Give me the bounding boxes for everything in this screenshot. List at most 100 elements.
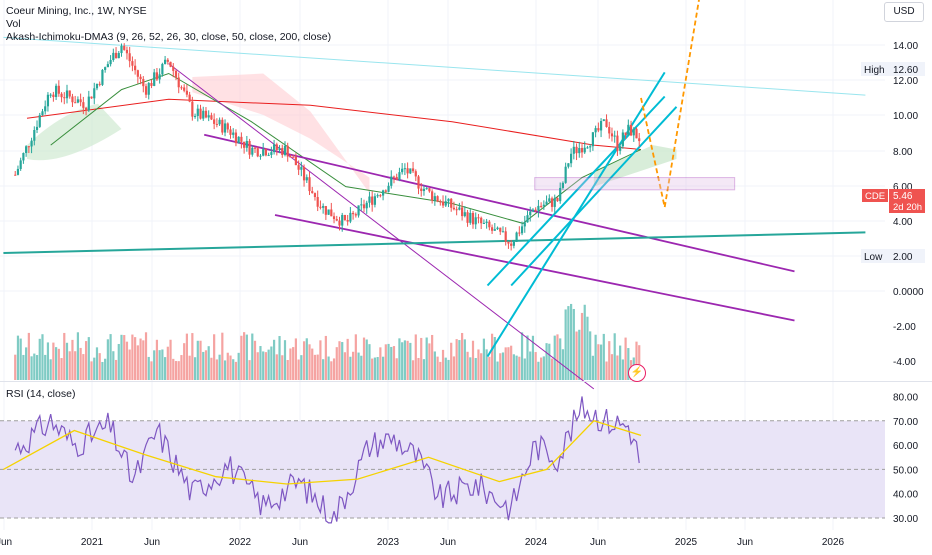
candle-body (74, 102, 77, 104)
low-label-bg (861, 249, 889, 263)
candle-body (319, 206, 322, 208)
volume-bar (106, 339, 109, 380)
candle-body (49, 94, 52, 96)
volume-bar (286, 359, 289, 380)
volume-bar (346, 338, 349, 380)
volume-bar (79, 347, 82, 380)
volume-bar (199, 340, 202, 380)
candle-body (463, 212, 466, 217)
volume-bar (158, 350, 161, 380)
cloud-shape (192, 73, 370, 194)
candle-body (458, 207, 461, 210)
candle-body (365, 202, 368, 209)
volume-bar (406, 340, 409, 380)
candle-body (354, 214, 357, 216)
candle-body (147, 83, 150, 95)
volume-bar (428, 343, 431, 380)
candle-body (504, 231, 507, 242)
volume-bar (248, 360, 251, 380)
volume-bar (411, 360, 415, 380)
candle-body (466, 212, 469, 223)
candle-body (215, 123, 218, 125)
candle-body (57, 85, 60, 94)
candle-body (38, 115, 41, 127)
candle-body (240, 136, 243, 142)
volume-bar (147, 356, 150, 380)
pane-separator[interactable] (0, 381, 932, 382)
candle-body (580, 147, 584, 153)
candle-body (297, 165, 300, 170)
volume-bar (390, 346, 393, 380)
candle-body (65, 90, 69, 99)
trendline-line (3, 231, 866, 254)
lightning-icon[interactable]: ⚡ (628, 364, 646, 382)
volume-bar (177, 361, 180, 380)
candle-body (188, 94, 191, 102)
volume-bar (610, 354, 614, 380)
volume-bar (613, 333, 616, 380)
time-tick-label: 2021 (81, 537, 104, 548)
candle-body (251, 147, 254, 155)
volume-bar (373, 357, 377, 380)
candle-body (101, 69, 104, 85)
candle-body (343, 214, 347, 221)
candle-body (199, 108, 202, 119)
volume-bar (109, 334, 112, 380)
candle-body (79, 99, 82, 103)
candle-body (545, 201, 548, 205)
zone-box (534, 177, 736, 191)
volume-bar (44, 354, 47, 380)
volume-bar (608, 341, 611, 380)
candle-body (155, 72, 159, 80)
candle-body (243, 141, 246, 148)
volume-bar (387, 343, 390, 380)
candle-body (332, 216, 336, 220)
volume-bar (520, 332, 524, 380)
candle-body (82, 102, 85, 108)
volume-bar (294, 338, 297, 380)
currency-button[interactable]: USD (884, 2, 924, 22)
volume-bar (63, 332, 66, 380)
candle-body (292, 156, 295, 158)
candle-body (327, 209, 330, 215)
candle-body (599, 120, 603, 131)
candle-body (19, 160, 22, 169)
volume-bar (417, 357, 420, 380)
volume-bar (599, 344, 603, 380)
volume-bar (281, 355, 284, 380)
volume-bar (556, 334, 559, 380)
candle-body (218, 119, 221, 125)
volume-bar (466, 351, 469, 380)
candle-body (578, 147, 581, 154)
volume-bar (572, 308, 575, 380)
volume-bar (259, 346, 262, 380)
volume-bar (409, 342, 412, 380)
rsi-label[interactable]: RSI (14, close) (6, 388, 76, 400)
volume-bar (461, 332, 464, 380)
candle-body (629, 124, 633, 136)
indicator-label[interactable]: Akash-Ichimoku-DMA3 (9, 26, 52, 26, 30, … (6, 31, 332, 43)
candle-body (44, 106, 47, 112)
volume-bar (564, 309, 567, 380)
trendline-line (203, 133, 795, 273)
candle-body (229, 129, 232, 135)
volume-bar (455, 339, 458, 380)
candle-body (139, 76, 142, 80)
volume-bar (60, 358, 63, 380)
volume-bar (35, 355, 39, 380)
candle-body (68, 90, 71, 97)
candle-body (591, 132, 594, 147)
projection-line (640, 0, 700, 208)
candle-body (264, 149, 268, 156)
volume-bar (117, 343, 120, 380)
candle-body (420, 188, 423, 192)
volume-bar (87, 337, 90, 380)
volume-bar (52, 342, 55, 380)
candle-body (613, 135, 616, 137)
volume-bar (477, 349, 480, 380)
rsi-tick-label: 30.00 (893, 514, 918, 525)
volume-bar (101, 361, 104, 380)
volume-bar (289, 348, 292, 380)
candle-body (564, 166, 567, 183)
